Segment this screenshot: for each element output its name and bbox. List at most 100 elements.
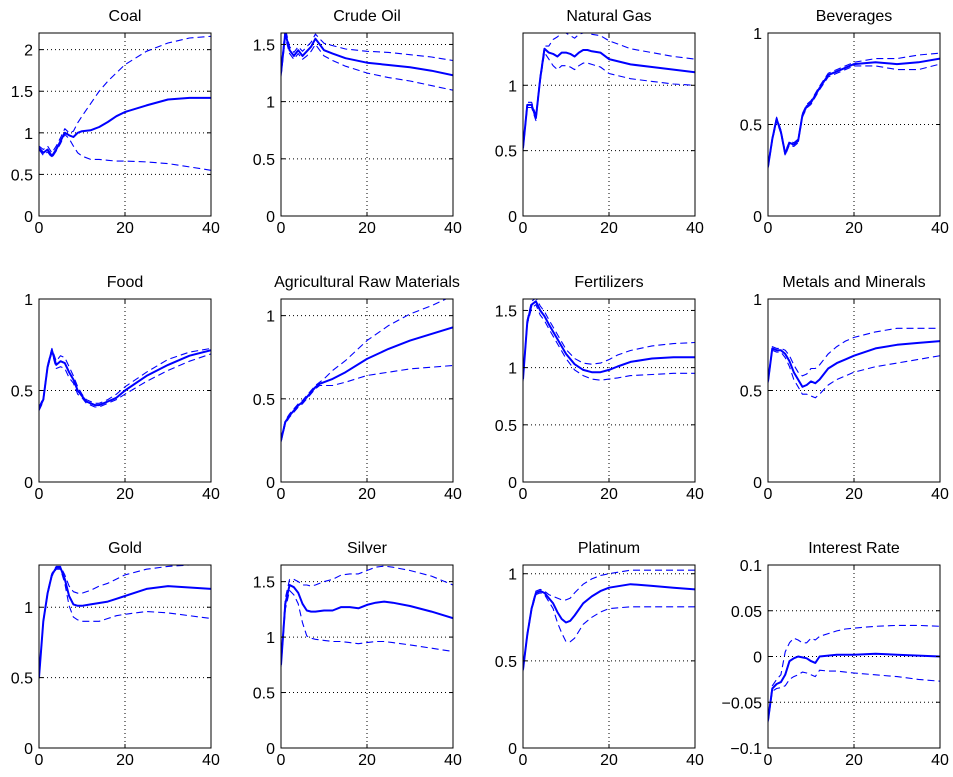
y-tick-label: 1 <box>508 361 517 378</box>
series-lower-line <box>39 351 211 411</box>
series-upper-line <box>39 35 211 154</box>
axes-frame <box>522 32 696 217</box>
x-tick-label: 20 <box>116 752 134 769</box>
y-tick-label: 0 <box>24 475 33 492</box>
y-tick-label: 1 <box>266 630 275 647</box>
y-tick-label: 0.1 <box>740 558 762 575</box>
y-tick-label: 0 <box>753 209 762 226</box>
panel-title: Natural Gas <box>566 8 651 25</box>
axes-frame <box>767 32 941 217</box>
y-tick-label: 0 <box>508 475 517 492</box>
series-estimate-line <box>768 340 940 388</box>
y-tick-label: −0.05 <box>722 695 763 712</box>
series-lower-line <box>768 63 940 169</box>
y-tick-label: 0 <box>24 741 33 758</box>
series-estimate-line <box>281 584 453 665</box>
x-tick-label: 40 <box>202 752 220 769</box>
y-tick-label: 1 <box>266 309 275 326</box>
series-upper-line <box>523 569 695 668</box>
series-lower-line <box>523 304 695 382</box>
series-upper-line <box>39 347 211 408</box>
y-tick-label: 0.5 <box>11 384 33 401</box>
panel-title: Beverages <box>816 8 893 25</box>
x-tick-label: 20 <box>600 486 618 503</box>
x-tick-label: 20 <box>845 220 863 237</box>
x-tick-label: 0 <box>519 220 528 237</box>
panel-title: Platinum <box>578 540 640 557</box>
panel-title: Food <box>107 274 143 291</box>
series-upper-line <box>281 565 453 663</box>
x-tick-label: 40 <box>931 752 949 769</box>
x-tick-label: 40 <box>686 486 704 503</box>
x-tick-label: 20 <box>600 220 618 237</box>
panel-5: 0 20 40 0 0.5 1 Agricultural Raw Materials <box>253 274 462 503</box>
x-tick-label: 40 <box>444 752 462 769</box>
panel-3: 0 20 40 0 0.5 1 Beverages <box>740 8 949 237</box>
y-tick-label: 0.5 <box>495 144 517 161</box>
axes-frame <box>767 298 941 483</box>
x-tick-label: 20 <box>116 486 134 503</box>
y-tick-label: 1.5 <box>253 575 275 592</box>
series-estimate-line <box>523 300 695 380</box>
panel-10: 0 20 40 0 0.5 1 Platinum <box>495 540 704 769</box>
x-tick-label: 40 <box>202 220 220 237</box>
x-tick-label: 20 <box>116 220 134 237</box>
series-lower-line <box>39 568 211 680</box>
series-upper-line <box>39 565 211 677</box>
x-tick-label: 0 <box>35 486 44 503</box>
x-tick-label: 0 <box>35 220 44 237</box>
axes-frame <box>522 564 696 749</box>
series-upper-line <box>768 52 940 165</box>
x-tick-label: 0 <box>277 752 286 769</box>
panel-8: 0 20 40 0 0.5 1 Gold <box>11 540 220 769</box>
series-estimate-line <box>523 583 695 670</box>
series-upper-line <box>523 299 695 377</box>
x-tick-label: 0 <box>35 752 44 769</box>
axes-frame <box>767 564 941 749</box>
series-lower-line <box>523 52 695 151</box>
y-tick-label: 2 <box>24 43 33 60</box>
panel-title: Coal <box>109 8 142 25</box>
x-tick-label: 0 <box>764 220 773 237</box>
y-tick-label: 1 <box>24 600 33 617</box>
series-estimate-line <box>39 566 211 678</box>
series-estimate-line <box>768 652 940 721</box>
y-tick-label: 0 <box>753 475 762 492</box>
x-tick-label: 20 <box>358 220 376 237</box>
y-tick-label: 0 <box>753 650 762 667</box>
y-tick-label: 0.5 <box>495 654 517 671</box>
panel-title: Gold <box>108 540 142 557</box>
series-lower-line <box>523 592 695 672</box>
series-lower-line <box>281 589 453 668</box>
y-tick-label: 1 <box>508 78 517 95</box>
series-estimate-line <box>39 96 211 158</box>
y-tick-label: 1 <box>24 126 33 143</box>
series-upper-line <box>523 33 695 146</box>
series-estimate-line <box>39 349 211 410</box>
x-tick-label: 40 <box>686 220 704 237</box>
y-tick-label: 0 <box>266 209 275 226</box>
series-upper-line <box>768 624 940 719</box>
y-tick-label: 0 <box>508 741 517 758</box>
axes-frame <box>522 298 696 483</box>
panel-title: Agricultural Raw Materials <box>274 274 460 291</box>
x-tick-label: 20 <box>845 752 863 769</box>
y-tick-label: 0 <box>24 209 33 226</box>
series-upper-line <box>281 33 453 70</box>
y-tick-label: 0 <box>508 209 517 226</box>
x-tick-label: 40 <box>931 220 949 237</box>
series-estimate-line <box>281 33 453 77</box>
y-tick-label: 1 <box>266 95 275 112</box>
y-tick-label: 0.5 <box>11 167 33 184</box>
panel-9: 0 20 40 0 0.5 1 1.5 Silver <box>253 540 462 769</box>
x-tick-label: 0 <box>764 486 773 503</box>
x-tick-label: 0 <box>277 220 286 237</box>
y-tick-label: 1.5 <box>253 37 275 54</box>
x-tick-label: 40 <box>686 752 704 769</box>
series-lower-line <box>768 349 940 399</box>
panel-6: 0 20 40 0 0.5 1 1.5 Fertilizers <box>495 274 704 503</box>
y-tick-label: 0.5 <box>11 671 33 688</box>
y-tick-label: 1 <box>24 292 33 309</box>
